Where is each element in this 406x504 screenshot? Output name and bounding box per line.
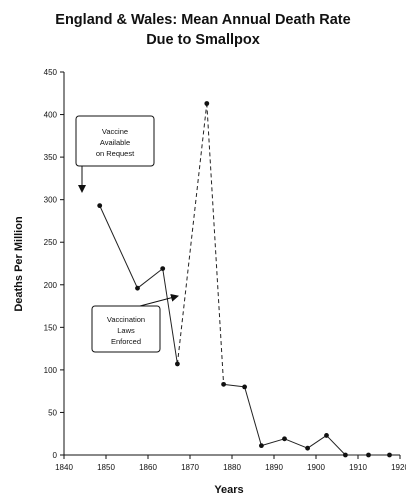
data-point [175,361,180,367]
series-line-segment [244,386,262,446]
data-point [135,285,140,291]
data-point [160,266,166,272]
chart-title-line-1: England & Wales: Mean Annual Death Rate [55,12,350,28]
x-tick-label: 1840 [55,463,73,472]
annotation-box [91,305,161,353]
y-tick-label: 350 [44,153,58,162]
chart-title: England & Wales: Mean Annual Death Rate … [55,12,350,48]
series-line-segment [99,205,138,289]
series-line-segment [261,438,285,447]
y-tick-label: 0 [53,451,58,460]
data-point [305,445,310,451]
x-tick-label: 1880 [223,463,241,472]
annotation-line: Vaccine [102,127,128,136]
series-line-segment [206,103,225,385]
series-line-segment [326,435,346,456]
annotation-line: Available [100,138,130,147]
x-tick-label: 1890 [265,463,283,472]
y-tick-label: 400 [44,111,58,120]
annotation-vaccination-laws: Vaccination Laws Enforced [91,293,179,353]
y-tick-label: 150 [44,323,58,332]
annotation-vaccine-available: Vaccine Available on Request [75,115,155,193]
annotation-line: Laws [117,326,135,335]
annotation-line: Vaccination [107,315,145,324]
x-tick-label: 1850 [97,463,115,472]
data-point [204,101,210,106]
x-axis-title: Years [214,484,243,496]
annotation-arrow [139,293,179,307]
y-tick-label: 50 [48,408,57,417]
data-point [366,452,371,458]
y-axis-title: Deaths Per Million [13,216,25,312]
x-tick-label: 1860 [139,463,157,472]
series-line-segment [162,268,178,365]
series-line-segment [284,438,308,449]
y-tick-label: 450 [44,68,58,77]
annotation-line: on Request [96,149,135,158]
series-line-segment [223,383,245,388]
y-tick-label: 250 [44,238,58,247]
data-point [387,452,392,458]
chart-title-line-2: Due to Smallpox [146,32,260,48]
series-line-segment [307,435,327,449]
x-tick-label: 1920 [391,463,406,472]
y-axis-ticks: 0 50 100 150 200 250 300 350 400 450 [44,68,64,460]
series-lines [99,103,390,456]
series-line-segment [176,103,208,364]
x-tick-label: 1870 [181,463,199,472]
y-tick-label: 300 [44,196,58,205]
x-tick-label: 1900 [307,463,325,472]
series-line-segment [137,268,164,289]
data-point [221,381,227,387]
data-point [324,433,329,438]
x-tick-label: 1910 [349,463,367,472]
y-tick-label: 200 [44,281,58,290]
data-point [97,203,103,209]
annotation-line: Enforced [111,337,141,346]
y-tick-label: 100 [44,366,58,375]
data-point [259,443,264,449]
data-point [242,384,248,390]
annotation-box [75,115,155,167]
series-points [97,101,392,458]
x-axis-ticks: 1840 1850 1860 1870 1880 1890 1900 1910 1920 [55,455,406,472]
data-point [282,436,287,442]
data-point [343,452,348,458]
